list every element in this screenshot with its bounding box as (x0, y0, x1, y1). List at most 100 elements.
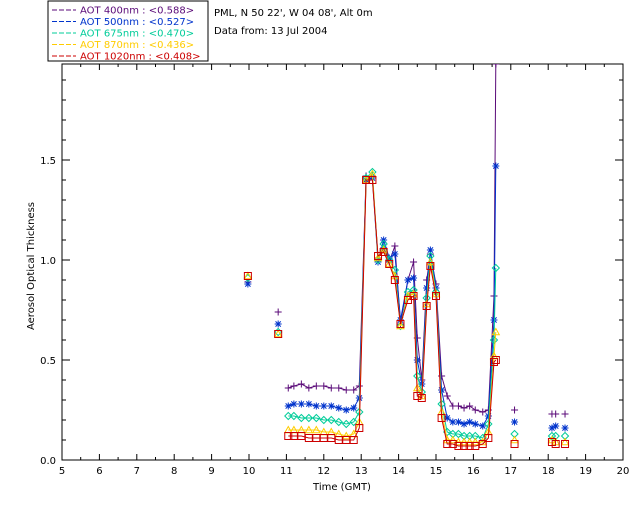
x-tick-label: 12 (317, 466, 330, 477)
data-point (443, 440, 452, 448)
station-label: PML, N 50 22', W 04 08', Alt 0m (214, 8, 373, 19)
data-point (459, 437, 469, 446)
data-point (290, 400, 298, 408)
data-point (413, 356, 421, 364)
x-axis-title: Time (GMT) (312, 482, 371, 493)
data-point (320, 382, 328, 390)
plot-frame (61, 63, 624, 461)
data-point (479, 408, 487, 416)
x-tick-label: 6 (96, 466, 102, 477)
data-point (297, 400, 305, 408)
y-tick-label: 1.0 (40, 256, 56, 267)
data-point (484, 412, 492, 420)
data-point (511, 406, 519, 414)
y-axis: 0.0 0.5 1.0 1.5 (40, 79, 623, 467)
data-point (335, 384, 343, 392)
x-tick-label: 9 (208, 466, 214, 477)
data-point (417, 391, 427, 400)
data-point (491, 356, 500, 364)
data-point (320, 402, 328, 410)
data-point (290, 382, 298, 390)
data-point (244, 280, 252, 288)
x-tick-label: 16 (467, 466, 480, 477)
data-point (484, 434, 493, 442)
data-point (426, 257, 435, 266)
data-point (443, 392, 451, 400)
data-point (374, 258, 382, 266)
data-point (561, 440, 570, 448)
x-tick-label: 8 (171, 466, 177, 477)
legend-entry: AOT 1020nm : <0.408> (80, 52, 200, 63)
data-point (305, 384, 313, 392)
data-point (490, 316, 498, 324)
data-point (342, 419, 351, 429)
data-point (396, 321, 405, 331)
data-point (312, 413, 321, 423)
data-point (437, 414, 446, 422)
legend-entry: AOT 675nm : <0.470> (80, 29, 194, 40)
data-point (470, 437, 480, 446)
data-point (284, 411, 293, 421)
data-point (417, 394, 426, 402)
data-point (492, 64, 500, 68)
data-point (479, 422, 487, 430)
data-point (391, 250, 399, 258)
data-point (410, 274, 418, 282)
data-point (297, 380, 305, 388)
data-point (297, 413, 306, 423)
data-point (391, 242, 399, 250)
data-point (478, 440, 487, 448)
data-point (491, 327, 501, 336)
legend-entry: AOT 500nm : <0.527> (80, 17, 194, 28)
data-point (284, 402, 292, 410)
legend-box (47, 0, 209, 62)
data-point (396, 321, 405, 330)
data-point (385, 260, 394, 268)
legend-entry: AOT 400nm : <0.588> (80, 6, 194, 17)
data-point (350, 386, 358, 394)
data-point (385, 254, 393, 262)
data-point (551, 440, 560, 448)
data-point (422, 302, 431, 310)
x-tick-label: 5 (59, 466, 65, 477)
data-point (552, 422, 560, 430)
y-axis-title: Aerosol Optical Thickness (26, 202, 37, 330)
data-point (349, 417, 358, 427)
legend: AOT 400nm : <0.588>AOT 500nm : <0.527>AO… (47, 0, 209, 63)
data-point (491, 263, 501, 273)
data-point (460, 442, 469, 450)
data-point (547, 431, 557, 441)
series-line-3 (288, 172, 497, 443)
data-point (548, 424, 556, 432)
data-point (561, 410, 569, 418)
data-point (304, 413, 314, 423)
data-point (423, 284, 431, 292)
data-point (396, 320, 405, 328)
data-point (327, 384, 335, 392)
data-point (510, 435, 519, 444)
data-point (334, 417, 343, 427)
data-point (454, 442, 463, 450)
data-point (438, 386, 446, 394)
data-point (327, 415, 336, 425)
data-point (460, 420, 468, 428)
series-0 (244, 64, 569, 418)
data-point (466, 402, 474, 410)
x-tick-label: 14 (392, 466, 405, 477)
data-point (341, 431, 351, 440)
series-line-1 (288, 165, 497, 427)
data-point (466, 418, 474, 426)
data-point (432, 292, 440, 300)
data-point (413, 392, 422, 400)
data-point (510, 440, 519, 448)
data-point (471, 420, 479, 428)
data-point (471, 406, 479, 414)
series-line-2 (288, 170, 497, 439)
data-point (350, 404, 358, 412)
x-tick-label: 17 (504, 466, 517, 477)
data-point (489, 335, 499, 345)
x-tick-label: 7 (134, 466, 140, 477)
data-point (273, 329, 283, 338)
data-point (384, 259, 394, 268)
